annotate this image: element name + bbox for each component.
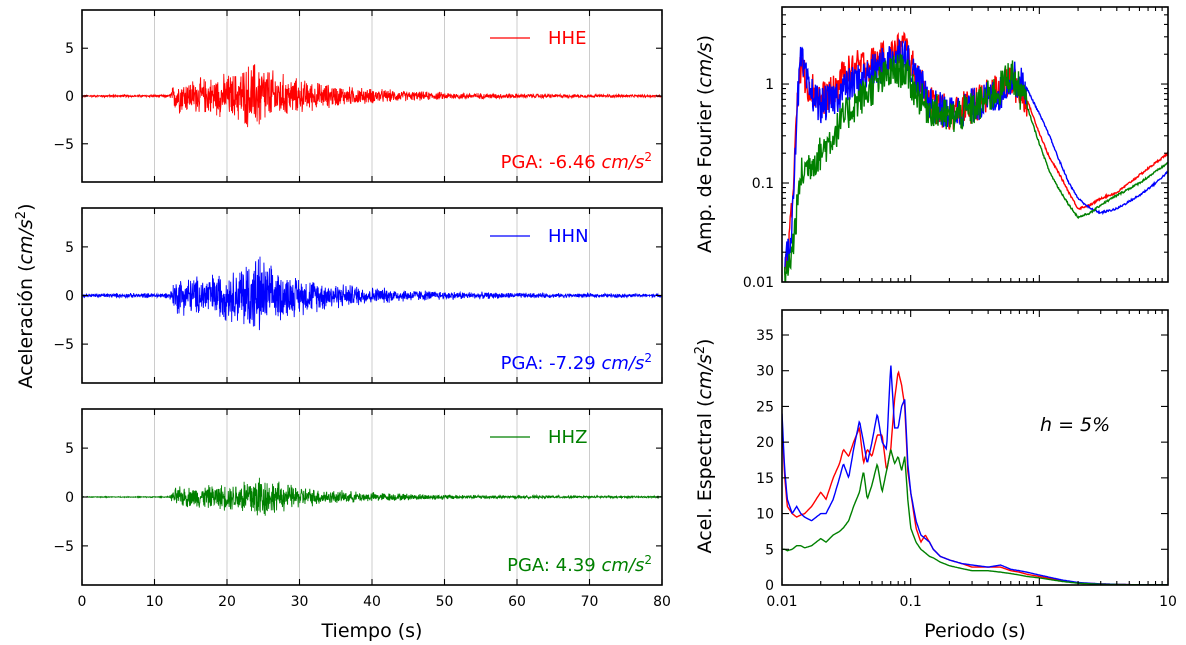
fourier-curve-hhe bbox=[784, 31, 1168, 275]
legend-hhz: HHZ bbox=[490, 427, 587, 448]
time-xtick-label: 10 bbox=[146, 594, 164, 610]
time-axis-label: Tiempo (s) bbox=[321, 620, 423, 642]
legend-label-hhe: HHE bbox=[548, 28, 586, 49]
ytick-label: 0.1 bbox=[752, 176, 774, 192]
acc-axis-label: Aceleración (cm/s2) bbox=[14, 203, 38, 388]
ytick-label: 5 bbox=[765, 542, 774, 558]
period-axis-label: Periodo (s) bbox=[924, 620, 1026, 642]
ytick-label: 30 bbox=[756, 364, 774, 380]
fourier-axis-label: Amp. de Fourier (cm/s) bbox=[694, 35, 716, 253]
damping-annotation: h = 5% bbox=[1040, 414, 1110, 436]
ytick-label: 5 bbox=[65, 441, 74, 457]
fourier-curve-hhn bbox=[784, 37, 1168, 274]
acc-panel-hhn: HHN PGA: -7.29 cm/s2 5 0 −5 bbox=[53, 207, 663, 384]
period-xtick-label: 0.01 bbox=[766, 594, 797, 610]
spectral-axis-label: Acel. Espectral (cm/s2) bbox=[693, 339, 717, 554]
ytick-label: 20 bbox=[756, 435, 774, 451]
ytick-label: 0.01 bbox=[743, 275, 774, 291]
fourier-curve-hhz bbox=[784, 53, 1168, 282]
pga-label-hhn: PGA: -7.29 cm/s2 bbox=[501, 351, 652, 374]
ytick-label: 0 bbox=[65, 89, 74, 105]
acc-frame-hhe bbox=[81, 9, 663, 183]
fourier-frame bbox=[781, 6, 1169, 283]
legend-hhe: HHE bbox=[490, 28, 586, 49]
pga-label-hhe: PGA: -6.46 cm/s2 bbox=[501, 150, 652, 173]
period-xtick-label: 1 bbox=[1035, 594, 1044, 610]
waveform-hhe bbox=[81, 64, 663, 128]
time-xtick-label: 40 bbox=[363, 594, 381, 610]
ytick-label: 5 bbox=[65, 41, 74, 57]
period-xtick-label: 10 bbox=[1159, 594, 1177, 610]
fourier-panel: 1 0.1 0.01 bbox=[743, 6, 1169, 291]
ytick-label: −5 bbox=[53, 337, 74, 353]
waveform-hhn bbox=[81, 256, 663, 331]
time-xtick-label: 60 bbox=[508, 594, 526, 610]
ytick-label: −5 bbox=[53, 137, 74, 153]
time-xtick-label: 30 bbox=[291, 594, 309, 610]
waveform-hhz bbox=[81, 477, 663, 516]
time-xtick-label: 70 bbox=[581, 594, 599, 610]
spectral-curve-hhn bbox=[782, 365, 1168, 585]
pga-label-hhz: PGA: 4.39 cm/s2 bbox=[507, 553, 652, 576]
spectral-frame bbox=[781, 309, 1169, 586]
legend-label-hhz: HHZ bbox=[548, 427, 587, 448]
ytick-label: 0 bbox=[765, 578, 774, 594]
ytick-label: 0 bbox=[65, 490, 74, 506]
ytick-label: 10 bbox=[756, 507, 774, 523]
ytick-label: 15 bbox=[756, 471, 774, 487]
legend-label-hhn: HHN bbox=[548, 226, 589, 247]
ytick-label: 1 bbox=[765, 77, 774, 93]
time-xtick-label: 80 bbox=[653, 594, 671, 610]
ytick-label: 25 bbox=[756, 399, 774, 415]
spectral-panel: 35 30 25 20 15 10 5 0 h = 5% bbox=[756, 309, 1169, 594]
period-axis-tick-labels: 0.01 0.1 1 10 bbox=[766, 594, 1177, 610]
acc-panel-hhe: HHE PGA: -6.46 cm/s2 5 0 −5 bbox=[53, 9, 663, 183]
ytick-label: 0 bbox=[65, 289, 74, 305]
acc-frame-hhz bbox=[81, 408, 663, 586]
spectral-curve-hhz bbox=[782, 449, 1168, 585]
time-xtick-label: 0 bbox=[78, 594, 87, 610]
ytick-label: 5 bbox=[65, 240, 74, 256]
ytick-label: −5 bbox=[53, 539, 74, 555]
ytick-label: 35 bbox=[756, 328, 774, 344]
acc-frame-hhn bbox=[81, 207, 663, 384]
acc-panel-hhz: HHZ PGA: 4.39 cm/s2 5 0 −5 bbox=[53, 408, 663, 586]
time-xtick-label: 50 bbox=[436, 594, 454, 610]
legend-hhn: HHN bbox=[490, 226, 589, 247]
period-xtick-label: 0.1 bbox=[900, 594, 922, 610]
time-axis-tick-labels: 0 10 20 30 40 50 60 70 80 bbox=[78, 594, 671, 610]
time-xtick-label: 20 bbox=[218, 594, 236, 610]
